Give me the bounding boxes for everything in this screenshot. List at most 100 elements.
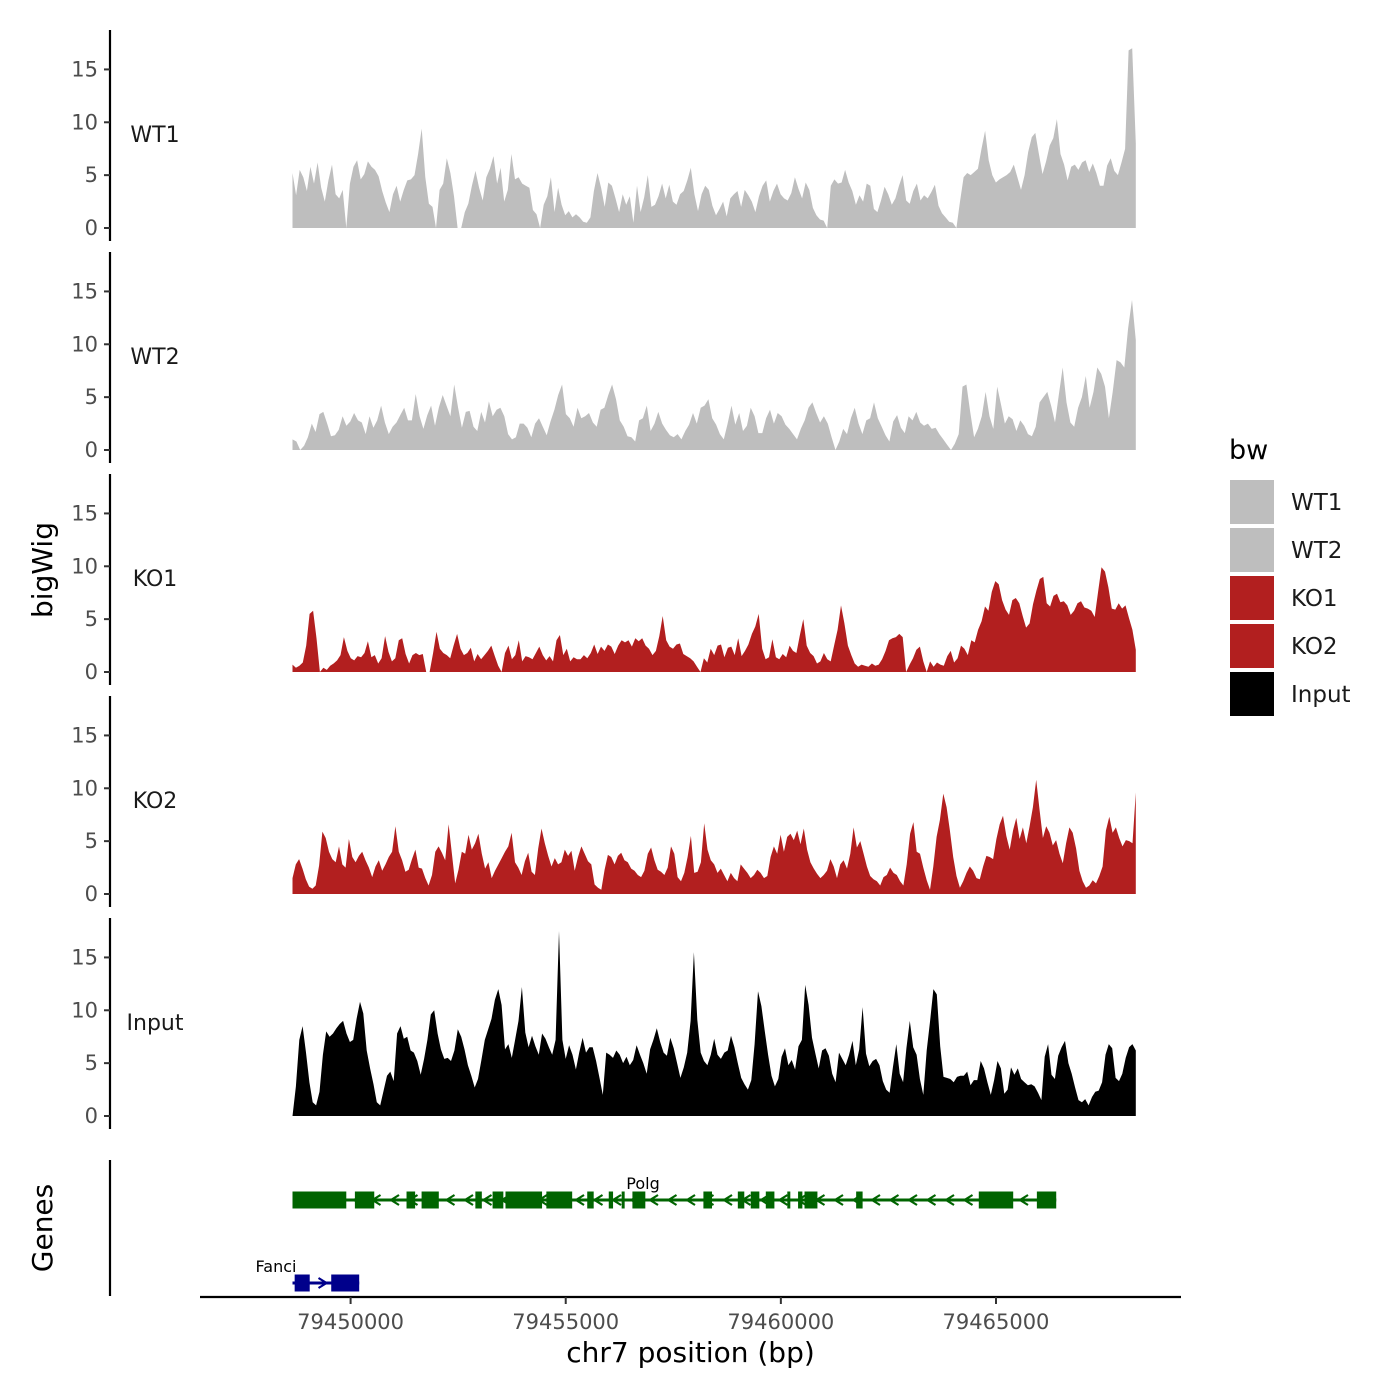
strand-arrow: [317, 1277, 329, 1289]
exon: [292, 1191, 347, 1209]
x-axis-title: chr7 position (bp): [566, 1336, 815, 1369]
legend-entry-ko2: KO2: [1230, 624, 1338, 668]
legend-entry-wt2: WT2: [1230, 528, 1342, 572]
exon: [421, 1191, 439, 1209]
tracks-layer: 0 5 10 15 WT1 0 5 10 15 WT2 0 5 10 15 KO1 0 5 10 15 KO2 0 5 10…: [71, 30, 1136, 1129]
strand-arrow: [721, 1194, 733, 1206]
legend-entry-wt1: WT1: [1230, 480, 1342, 524]
strand-arrow: [1017, 1194, 1029, 1206]
strand-arrow: [462, 1194, 474, 1206]
exon: [804, 1191, 818, 1209]
strand-arrow: [888, 1194, 900, 1206]
exon: [621, 1191, 625, 1209]
strand-arrow: [647, 1194, 659, 1206]
exon: [765, 1191, 775, 1209]
y-tick-label: 10: [71, 110, 98, 134]
exon: [798, 1191, 803, 1209]
strand-arrow: [592, 1194, 604, 1206]
exon: [294, 1274, 310, 1292]
signal-area-input: [292, 931, 1136, 1116]
exon: [354, 1191, 375, 1209]
genes-panel: Polg Fanci: [108, 1160, 1057, 1296]
track-label: KO2: [133, 789, 178, 814]
x-tick-label: 79455000: [512, 1310, 619, 1334]
signal-area-ko1: [292, 567, 1136, 672]
y-tick-label: 0: [85, 216, 98, 240]
strand-arrow: [666, 1194, 678, 1206]
gene-fanci: Fanci: [256, 1257, 360, 1292]
exon: [978, 1191, 1014, 1209]
strand-arrow: [869, 1194, 881, 1206]
track-label: KO1: [133, 567, 178, 592]
gene-label: Polg: [626, 1174, 659, 1193]
track-label: WT2: [130, 345, 179, 370]
signal-area-ko2: [292, 779, 1136, 894]
strand-arrow: [684, 1194, 696, 1206]
exon: [331, 1274, 360, 1292]
exon: [703, 1191, 713, 1209]
exon: [787, 1191, 791, 1209]
legend-swatch: [1230, 576, 1274, 620]
exon: [737, 1191, 745, 1209]
strand-arrow: [832, 1194, 844, 1206]
exon: [608, 1191, 614, 1209]
strand-arrow: [925, 1194, 937, 1206]
y-tick-label: 5: [85, 607, 98, 631]
track-ko2: 0 5 10 15 KO2: [71, 696, 1136, 907]
x-axis: 79450000 79455000 79460000 79465000: [200, 1295, 1181, 1334]
legend-entry-ko1: KO1: [1230, 576, 1338, 620]
legend: bw WT1 WT2 KO1 KO2 Input: [1229, 435, 1351, 716]
legend-label: WT1: [1291, 490, 1342, 516]
y-tick-label: 10: [71, 332, 98, 356]
strand-arrow: [962, 1194, 974, 1206]
exon: [587, 1191, 594, 1209]
exon: [1036, 1191, 1057, 1209]
strand-arrow: [777, 1194, 789, 1206]
legend-swatch: [1230, 480, 1274, 524]
legend-swatch: [1230, 672, 1274, 716]
legend-label: Input: [1291, 682, 1351, 708]
strand-arrow: [906, 1194, 918, 1206]
exon: [632, 1191, 646, 1209]
legend-label: KO2: [1291, 634, 1338, 660]
track-wt2: 0 5 10 15 WT2: [71, 252, 1136, 463]
y-tick-label: 15: [71, 501, 98, 525]
signal-area-wt1: [292, 48, 1136, 228]
exon: [750, 1191, 760, 1209]
genes-track-title: Genes: [26, 1184, 59, 1272]
exon: [406, 1191, 416, 1209]
exon: [856, 1191, 863, 1209]
x-tick-label: 79460000: [727, 1310, 834, 1334]
y-tick-label: 5: [85, 385, 98, 409]
y-tick-label: 5: [85, 829, 98, 853]
y-tick-label: 0: [85, 438, 98, 462]
y-tick-label: 5: [85, 1051, 98, 1075]
y-tick-label: 0: [85, 1104, 98, 1128]
exon: [546, 1191, 573, 1209]
strand-arrow: [795, 1194, 807, 1206]
legend-swatch: [1230, 624, 1274, 668]
x-tick-label: 79450000: [297, 1310, 404, 1334]
signal-area-wt2: [292, 299, 1136, 450]
y-axis-title: bigWig: [26, 522, 59, 618]
exon: [492, 1191, 504, 1209]
y-tick-label: 15: [71, 945, 98, 969]
strand-arrow: [444, 1194, 456, 1206]
y-tick-label: 0: [85, 882, 98, 906]
exon: [505, 1191, 543, 1209]
strand-arrow: [943, 1194, 955, 1206]
y-tick-label: 10: [71, 998, 98, 1022]
track-ko1: 0 5 10 15 KO1: [71, 474, 1136, 685]
legend-swatch: [1230, 528, 1274, 572]
y-tick-label: 10: [71, 554, 98, 578]
legend-label: WT2: [1291, 538, 1342, 564]
track-input: 0 5 10 15 Input: [71, 918, 1136, 1129]
strand-arrow: [573, 1194, 585, 1206]
strand-arrow: [388, 1194, 400, 1206]
x-tick-label: 79465000: [943, 1310, 1050, 1334]
track-label: Input: [127, 1011, 184, 1036]
gene-label: Fanci: [256, 1257, 297, 1276]
y-tick-label: 0: [85, 660, 98, 684]
exon: [475, 1191, 482, 1209]
